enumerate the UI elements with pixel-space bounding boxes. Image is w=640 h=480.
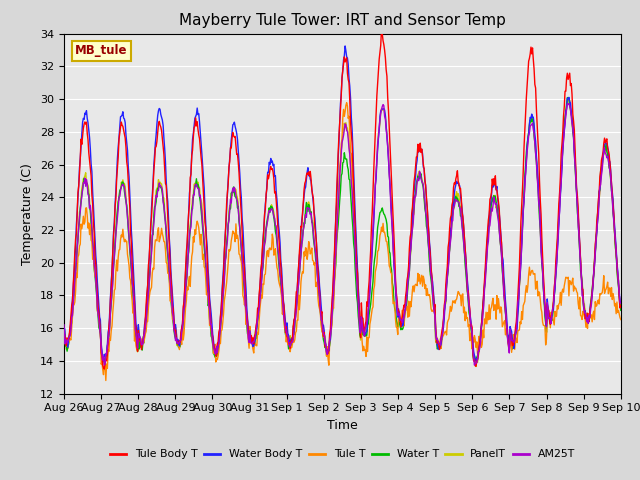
X-axis label: Time: Time <box>327 419 358 432</box>
Legend: Tule Body T, Water Body T, Tule T, Water T, PanelT, AM25T: Tule Body T, Water Body T, Tule T, Water… <box>106 445 579 464</box>
Title: Mayberry Tule Tower: IRT and Sensor Temp: Mayberry Tule Tower: IRT and Sensor Temp <box>179 13 506 28</box>
Y-axis label: Temperature (C): Temperature (C) <box>22 163 35 264</box>
Text: MB_tule: MB_tule <box>75 44 127 58</box>
